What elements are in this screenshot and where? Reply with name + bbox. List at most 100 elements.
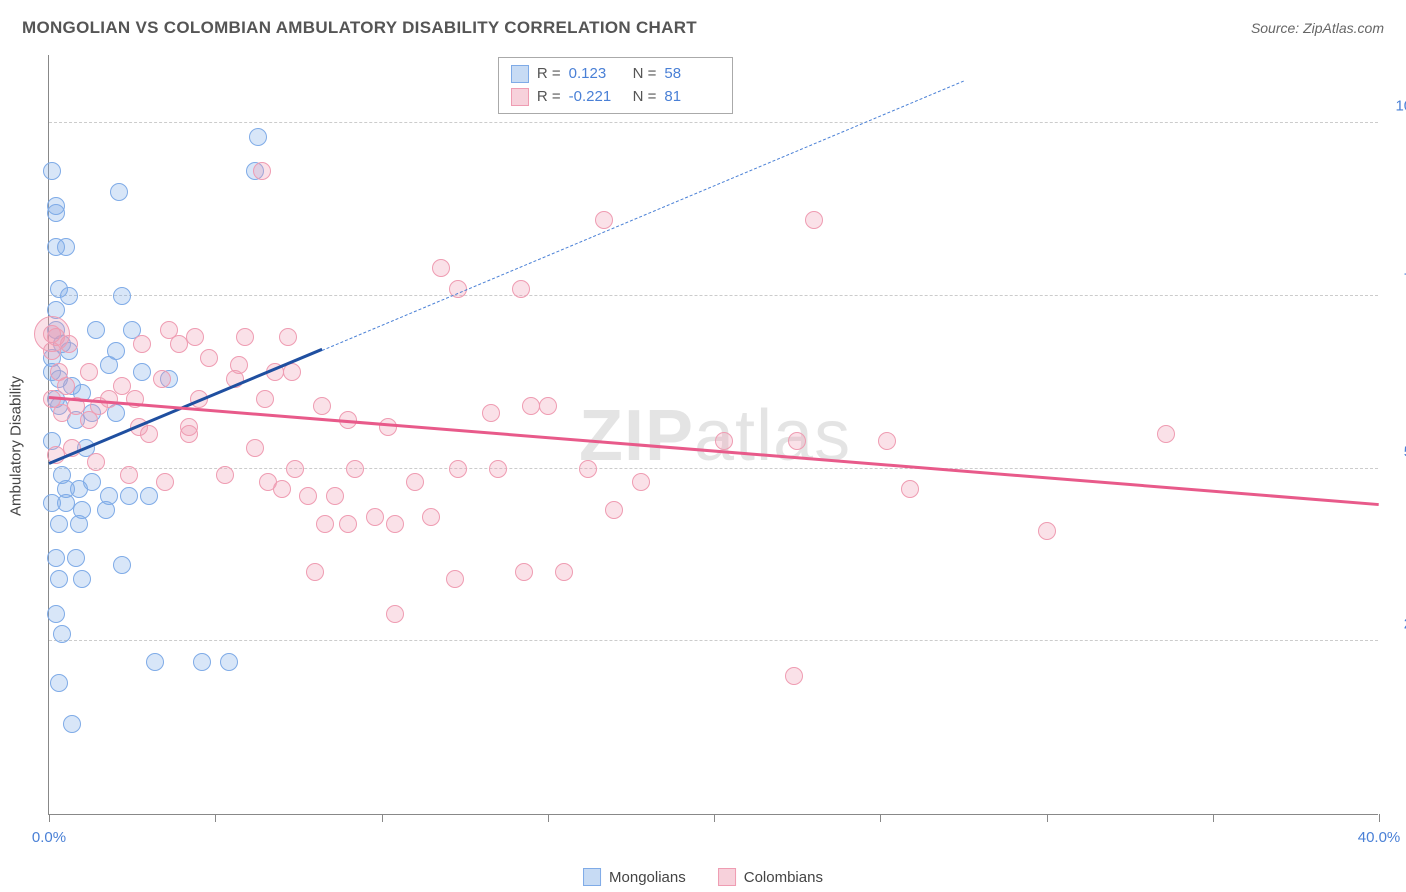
legend-label: Colombians	[744, 869, 823, 886]
scatter-point	[805, 211, 823, 229]
swatch-mongolians	[583, 868, 601, 886]
ytick-label: 7.5%	[1383, 270, 1406, 287]
scatter-point	[140, 425, 158, 443]
swatch	[511, 88, 529, 106]
scatter-point	[539, 397, 557, 415]
scatter-point	[220, 653, 238, 671]
scatter-point	[386, 515, 404, 533]
scatter-point	[316, 515, 334, 533]
xtick	[1213, 814, 1214, 822]
scatter-point	[256, 390, 274, 408]
chart-title: MONGOLIAN VS COLOMBIAN AMBULATORY DISABI…	[22, 18, 697, 38]
gridline	[49, 468, 1378, 469]
r-value: 0.123	[569, 63, 625, 86]
scatter-point	[386, 605, 404, 623]
scatter-point	[286, 460, 304, 478]
scatter-point	[57, 377, 75, 395]
scatter-point	[146, 653, 164, 671]
scatter-point	[110, 183, 128, 201]
scatter-point	[113, 556, 131, 574]
legend-item-mongolians: Mongolians	[583, 868, 686, 886]
stat-label: R =	[537, 63, 561, 86]
xtick	[215, 814, 216, 822]
scatter-point	[83, 473, 101, 491]
scatter-point	[120, 487, 138, 505]
scatter-point	[133, 335, 151, 353]
scatter-point	[515, 563, 533, 581]
scatter-point	[605, 501, 623, 519]
scatter-point	[47, 204, 65, 222]
scatter-point	[97, 501, 115, 519]
scatter-point	[595, 211, 613, 229]
scatter-point	[489, 460, 507, 478]
scatter-point	[216, 466, 234, 484]
scatter-point	[193, 653, 211, 671]
scatter-point	[273, 480, 291, 498]
scatter-point	[156, 473, 174, 491]
scatter-point	[422, 508, 440, 526]
legend-stats-row: R =-0.221N =81	[511, 86, 721, 109]
legend-label: Mongolians	[609, 869, 686, 886]
scatter-point	[57, 238, 75, 256]
scatter-point	[326, 487, 344, 505]
scatter-point	[299, 487, 317, 505]
scatter-point	[449, 460, 467, 478]
scatter-point	[57, 494, 75, 512]
scatter-point	[432, 259, 450, 277]
ytick-label: 5.0%	[1383, 443, 1406, 460]
scatter-point	[715, 432, 733, 450]
scatter-point	[785, 667, 803, 685]
scatter-point	[339, 515, 357, 533]
y-axis-label: Ambulatory Disability	[8, 376, 25, 516]
scatter-point	[170, 335, 188, 353]
gridline	[49, 640, 1378, 641]
xtick-label: 0.0%	[32, 829, 66, 846]
xtick	[880, 814, 881, 822]
scatter-point	[140, 487, 158, 505]
n-value: 58	[664, 63, 720, 86]
stat-label: N =	[633, 86, 657, 109]
scatter-point	[47, 605, 65, 623]
legend-stats: R =0.123N =58R =-0.221N =81	[498, 57, 734, 114]
swatch	[511, 65, 529, 83]
xtick	[382, 814, 383, 822]
scatter-point	[87, 453, 105, 471]
header: MONGOLIAN VS COLOMBIAN AMBULATORY DISABI…	[22, 18, 1384, 38]
scatter-point	[1157, 425, 1175, 443]
xtick-label: 40.0%	[1358, 829, 1401, 846]
stat-label: R =	[537, 86, 561, 109]
scatter-point	[236, 328, 254, 346]
scatter-point	[73, 570, 91, 588]
scatter-point	[53, 625, 71, 643]
scatter-point	[253, 162, 271, 180]
scatter-point	[186, 328, 204, 346]
source-label: Source: ZipAtlas.com	[1251, 20, 1384, 36]
legend-stats-row: R =0.123N =58	[511, 63, 721, 86]
legend-bottom: Mongolians Colombians	[583, 868, 823, 886]
scatter-point-large	[34, 316, 70, 352]
scatter-point	[47, 549, 65, 567]
scatter-point	[80, 363, 98, 381]
scatter-point	[43, 162, 61, 180]
scatter-point	[379, 418, 397, 436]
scatter-point	[366, 508, 384, 526]
scatter-point	[901, 480, 919, 498]
scatter-point	[579, 460, 597, 478]
r-value: -0.221	[569, 86, 625, 109]
legend-item-colombians: Colombians	[718, 868, 823, 886]
gridline	[49, 122, 1378, 123]
scatter-point	[446, 570, 464, 588]
scatter-point	[878, 432, 896, 450]
scatter-point	[406, 473, 424, 491]
scatter-point	[153, 370, 171, 388]
scatter-point	[67, 549, 85, 567]
scatter-point	[133, 363, 151, 381]
xtick	[1047, 814, 1048, 822]
ytick-label: 10.0%	[1383, 98, 1406, 115]
scatter-point	[279, 328, 297, 346]
xtick	[714, 814, 715, 822]
scatter-point	[50, 674, 68, 692]
xtick	[1379, 814, 1380, 822]
xtick	[548, 814, 549, 822]
scatter-point	[73, 501, 91, 519]
